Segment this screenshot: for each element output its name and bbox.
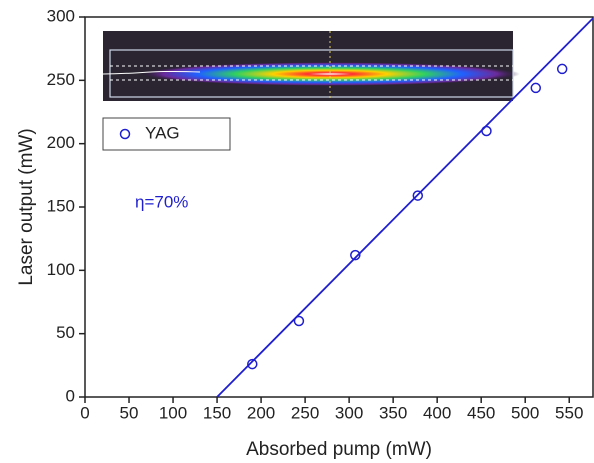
y-tick-label: 50 — [56, 323, 75, 342]
x-tick-label: 300 — [335, 403, 363, 422]
x-tick-label: 250 — [291, 403, 319, 422]
data-point — [412, 190, 424, 201]
legend-label: YAG — [145, 123, 180, 142]
legend-marker — [119, 128, 131, 140]
x-tick-label: 150 — [203, 403, 231, 422]
y-tick-label: 200 — [47, 133, 75, 152]
y-tick-label: 0 — [66, 386, 75, 405]
data-point — [530, 82, 542, 94]
x-tick-label: 550 — [555, 403, 583, 422]
data-point — [556, 63, 568, 75]
data-point — [481, 125, 492, 137]
x-axis-label: Absorbed pump (mW) — [246, 439, 432, 460]
data-point — [350, 249, 361, 261]
x-tick-label: 0 — [80, 403, 89, 422]
y-tick-label: 300 — [47, 6, 75, 25]
fit-line — [216, 17, 593, 397]
annotation: η=70% — [135, 192, 188, 211]
y-tick-label: 150 — [47, 196, 75, 215]
inset-image — [102, 31, 520, 101]
legend: YAG — [102, 117, 231, 151]
x-tick-label: 450 — [467, 403, 495, 422]
y-tick-label: 250 — [47, 70, 75, 89]
data-point — [293, 315, 305, 327]
x-tick-label: 200 — [247, 403, 275, 422]
x-tick-label: 100 — [159, 403, 187, 422]
x-tick-label: 350 — [379, 403, 407, 422]
y-tick-label: 100 — [47, 260, 75, 279]
x-tick-label: 50 — [120, 403, 139, 422]
x-tick-label: 400 — [423, 403, 451, 422]
x-tick-label: 500 — [511, 403, 539, 422]
data-point — [247, 358, 258, 370]
y-axis-label: Laser output (mW) — [16, 128, 37, 285]
